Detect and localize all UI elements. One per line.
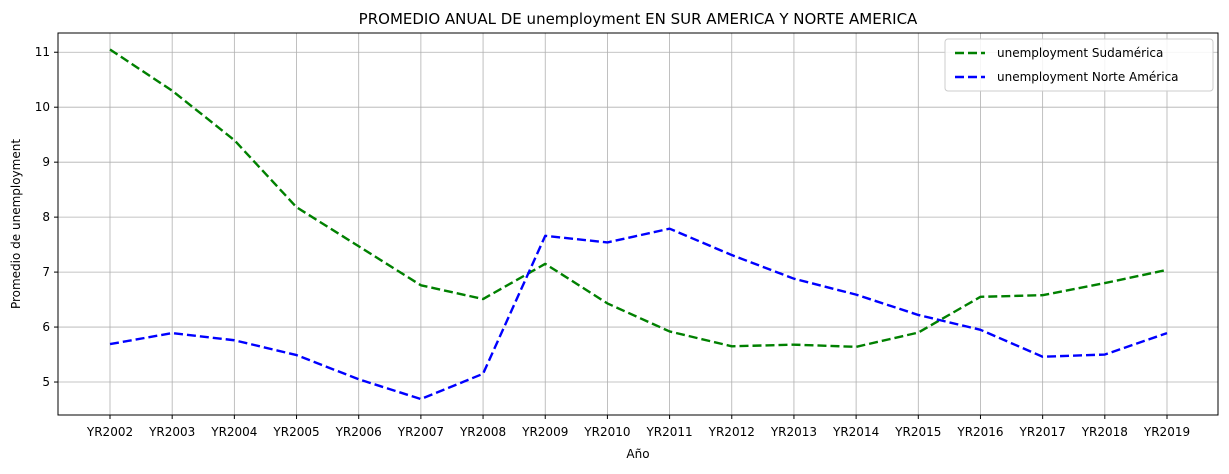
legend-label-1: unemployment Norte América	[997, 70, 1179, 84]
x-tick-label: YR2016	[956, 425, 1003, 439]
y-tick-label: 8	[42, 210, 50, 224]
y-axis-label: Promedio de unemployment	[9, 139, 23, 309]
y-tick-label: 6	[42, 320, 50, 334]
x-tick-label: YR2005	[272, 425, 319, 439]
x-tick-label: YR2017	[1019, 425, 1066, 439]
x-tick-label: YR2014	[832, 425, 879, 439]
legend: unemployment Sudamérica unemployment Nort…	[944, 38, 1214, 92]
y-tick-label: 9	[42, 155, 50, 169]
chart-title: PROMEDIO ANUAL DE unemployment EN SUR AM…	[359, 10, 918, 28]
x-tick-label: YR2019	[1143, 425, 1190, 439]
x-tick-label: YR2007	[397, 425, 444, 439]
series-layer	[109, 48, 1168, 401]
x-tick-label: YR2002	[86, 425, 133, 439]
series-line-0	[109, 48, 1168, 349]
x-tick-label: YR2012	[708, 425, 755, 439]
x-tick-label: YR2006	[335, 425, 382, 439]
x-axis: YR2002 YR2003 YR2004 YR2005 YR2006 YR2007 YR20…	[86, 415, 1190, 439]
x-tick-label: YR2008	[459, 425, 506, 439]
x-tick-label: YR2013	[770, 425, 817, 439]
x-tick-label: YR2015	[894, 425, 941, 439]
x-axis-label: Año	[626, 447, 649, 461]
plot-frame	[57, 32, 1219, 416]
x-tick-label: YR2010	[583, 425, 630, 439]
series-line-1	[109, 227, 1168, 401]
y-axis: 5 6 7 8 9 10 11	[35, 45, 58, 389]
legend-label-0: unemployment Sudamérica	[997, 46, 1163, 60]
x-tick-label: YR2018	[1081, 425, 1128, 439]
legend-box	[944, 38, 1214, 92]
y-tick-label: 5	[42, 375, 50, 389]
y-tick-label: 7	[42, 265, 50, 279]
x-tick-label: YR2009	[521, 425, 568, 439]
x-tick-label: YR2003	[148, 425, 195, 439]
x-tick-label: YR2004	[210, 425, 257, 439]
grid	[58, 33, 1218, 415]
y-tick-label: 10	[35, 100, 50, 114]
y-tick-label: 11	[35, 45, 50, 59]
x-tick-label: YR2011	[645, 425, 692, 439]
